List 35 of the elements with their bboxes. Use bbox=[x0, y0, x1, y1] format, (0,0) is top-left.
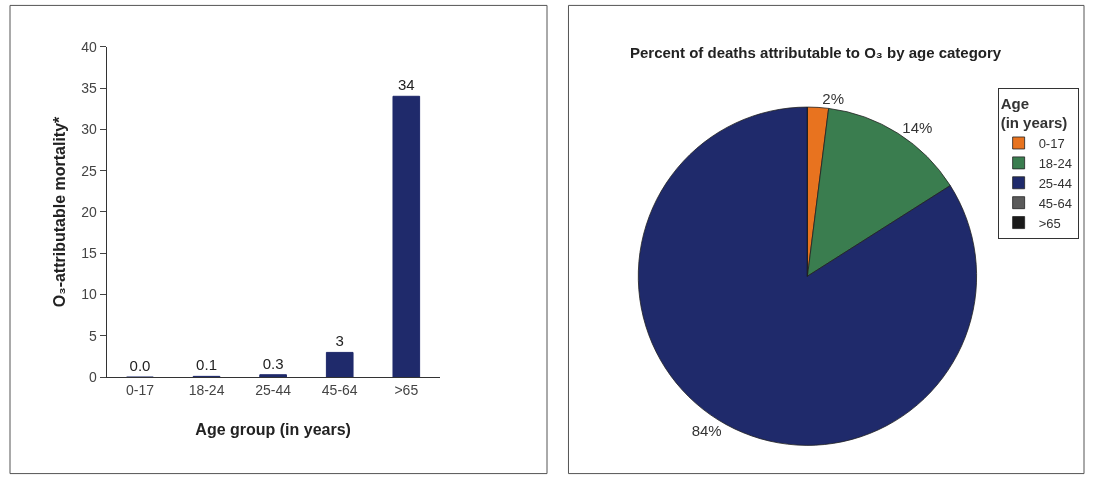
data-label: 2% bbox=[822, 90, 844, 108]
bar bbox=[259, 374, 287, 378]
data-label: 34 bbox=[397, 76, 415, 94]
data-label: 0.3 bbox=[262, 354, 284, 372]
data-label: 84% bbox=[691, 422, 722, 440]
x-axis-title: Age group (in years) bbox=[195, 421, 351, 439]
legend-label: >65 bbox=[1038, 215, 1061, 231]
bar bbox=[325, 351, 354, 378]
legend-label: 45-64 bbox=[1038, 195, 1072, 211]
y-tick-label: 5 bbox=[89, 327, 98, 344]
y-axis-title: O₃-attributable mortality* bbox=[50, 115, 68, 308]
x-tick-label: 25-44 bbox=[255, 382, 292, 398]
chart-title: Percent of deaths attributable to O₃ by age category bbox=[630, 44, 1002, 61]
x-tick-label: >65 bbox=[394, 382, 419, 398]
x-tick-label: 45-64 bbox=[321, 382, 358, 398]
y-tick-label: 0 bbox=[89, 369, 98, 386]
legend-label: 0-17 bbox=[1038, 136, 1065, 152]
legend-title: Age (in years) bbox=[1000, 94, 1068, 132]
legend-label: 25-44 bbox=[1038, 175, 1072, 191]
data-label: 14% bbox=[902, 118, 933, 136]
y-tick-label: 40 bbox=[81, 38, 98, 55]
x-tick-label: 18-24 bbox=[188, 382, 225, 398]
legend-label: 18-24 bbox=[1038, 155, 1072, 171]
y-tick-label: 30 bbox=[81, 121, 98, 138]
y-tick-label: 15 bbox=[81, 245, 98, 262]
y-tick-label: 25 bbox=[81, 162, 98, 179]
x-tick-label: 0-17 bbox=[125, 382, 155, 398]
bar bbox=[392, 95, 421, 378]
pie-slice bbox=[637, 106, 977, 446]
data-label: 0.0 bbox=[129, 357, 151, 375]
data-label: 0.1 bbox=[196, 356, 217, 374]
y-tick-label: 35 bbox=[81, 79, 98, 96]
y-tick-label: 20 bbox=[81, 203, 98, 220]
y-tick-label: 10 bbox=[81, 286, 98, 303]
data-label: 3 bbox=[335, 332, 344, 350]
